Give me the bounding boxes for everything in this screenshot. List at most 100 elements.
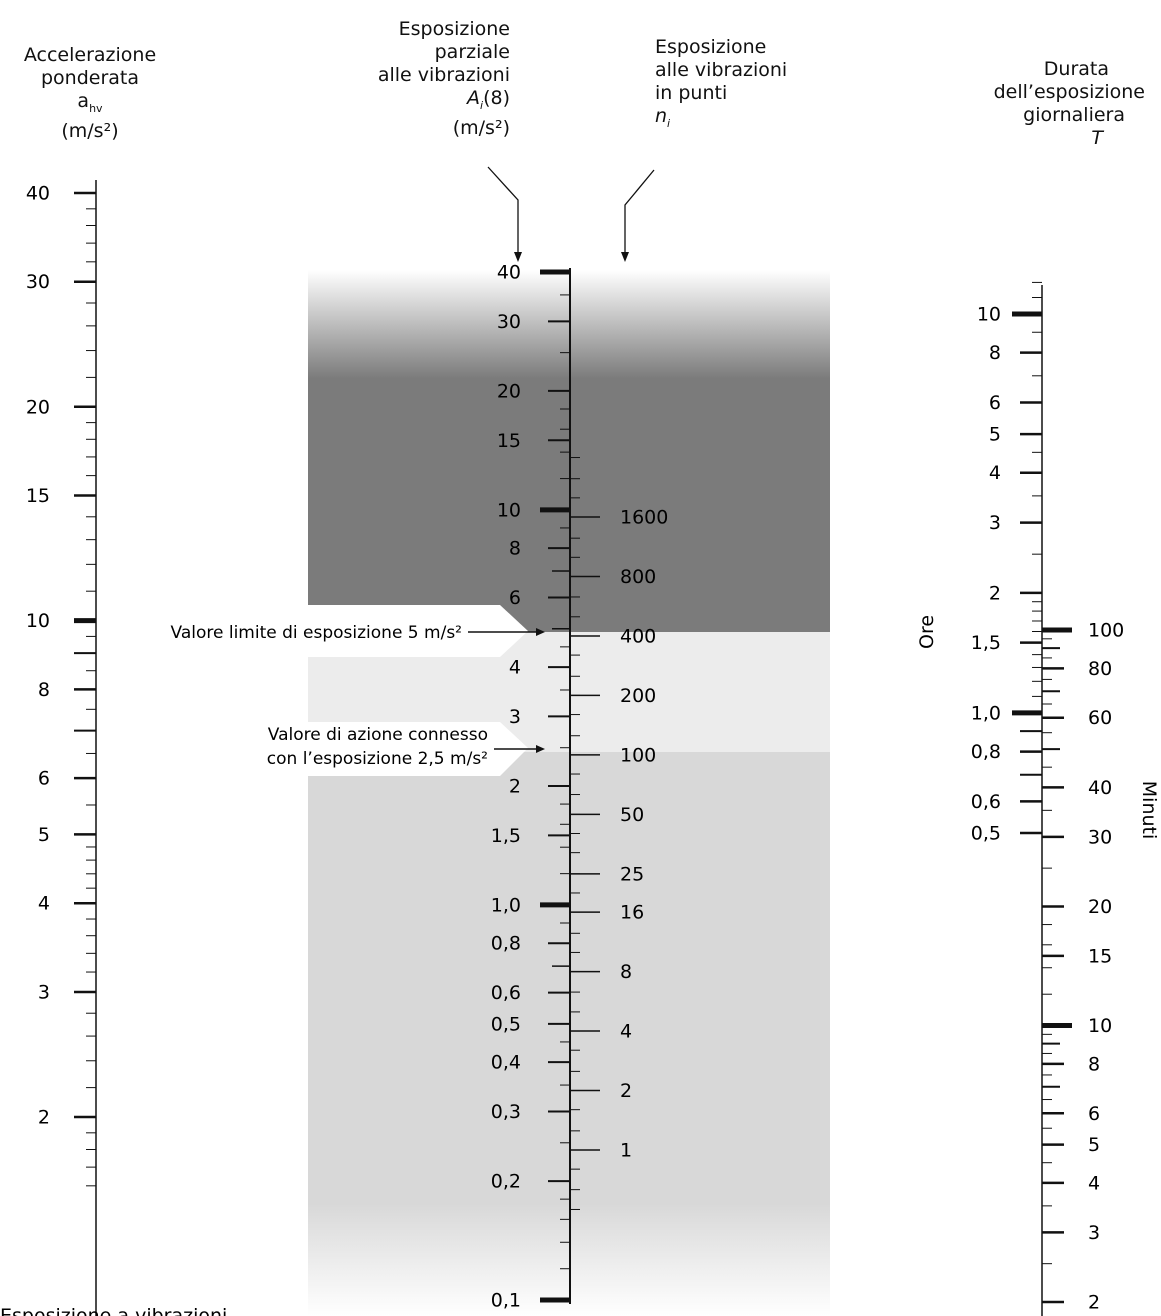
hours-tick-label: 4 bbox=[989, 462, 1001, 484]
ai8-tick-label: 40 bbox=[497, 262, 521, 284]
header-line: Esposizione bbox=[655, 36, 767, 58]
symbol: T bbox=[1091, 127, 1103, 149]
ahv-tick-label: 20 bbox=[26, 396, 50, 418]
hours-tick-label: 0,5 bbox=[971, 823, 1001, 845]
ai8-tick-label: 6 bbox=[509, 587, 521, 609]
action-value-label-line1: Valore di azione connesso bbox=[268, 725, 488, 745]
points-tick-label: 200 bbox=[620, 685, 656, 707]
header-symbol: T bbox=[965, 127, 1145, 150]
ai8-tick-label: 0,8 bbox=[491, 933, 521, 955]
header-line: alle vibrazioni bbox=[655, 59, 788, 81]
ahv-tick-label: 30 bbox=[26, 271, 50, 293]
header-symbol: ni bbox=[655, 105, 855, 135]
pointer-arrow-ai8-head bbox=[514, 252, 522, 262]
minutes-tick-label: 2 bbox=[1088, 1292, 1100, 1314]
symbol-suffix: (8) bbox=[483, 87, 510, 109]
ai8-tick-label: 3 bbox=[509, 706, 521, 728]
header-line: Durata bbox=[1043, 58, 1109, 80]
limit-callout-shape bbox=[308, 605, 528, 657]
ai8-tick-label: 30 bbox=[497, 311, 521, 333]
points-tick-label: 100 bbox=[620, 744, 656, 766]
symbol: A bbox=[467, 87, 481, 109]
ahv-tick-label: 8 bbox=[38, 679, 50, 701]
minutes-tick-label: 4 bbox=[1088, 1172, 1100, 1194]
minutes-tick-label: 15 bbox=[1088, 945, 1112, 967]
ai8-tick-label: 0,4 bbox=[491, 1052, 521, 1074]
header-line: dell’esposizione bbox=[993, 81, 1145, 103]
ai8-tick-label: 20 bbox=[497, 380, 521, 402]
points-tick-label: 8 bbox=[620, 961, 632, 983]
minutes-tick-label: 20 bbox=[1088, 896, 1112, 918]
header-exposure-points: Esposizione alle vibrazioni in punti ni bbox=[655, 36, 855, 135]
ahv-tick-label: 6 bbox=[38, 768, 50, 790]
hours-tick-label: 8 bbox=[989, 342, 1001, 364]
ahv-scale: 40 30 20 15 10 8 6 5 4 3 2 bbox=[26, 180, 97, 1316]
points-scale: 1600 800 400 200 100 50 25 16 8 4 2 1 bbox=[570, 457, 668, 1210]
points-tick-label: 4 bbox=[620, 1021, 632, 1043]
ai8-tick-label: 0,2 bbox=[491, 1171, 521, 1193]
pointer-arrow-points bbox=[624, 169, 655, 252]
hours-side-label: Ore bbox=[916, 615, 938, 649]
minutes-tick-label: 40 bbox=[1088, 777, 1112, 799]
ahv-tick-label: 4 bbox=[38, 893, 50, 915]
action-arrow-head bbox=[536, 745, 545, 753]
header-line: in punti bbox=[655, 82, 728, 104]
minutes-tick-label: 80 bbox=[1088, 658, 1112, 680]
limit-arrow-head bbox=[536, 628, 545, 636]
symbol: n bbox=[655, 105, 668, 127]
ai8-tick-label: 4 bbox=[509, 657, 521, 679]
ahv-tick-label: 15 bbox=[26, 485, 50, 507]
pointer-arrow-ai8 bbox=[487, 166, 519, 252]
points-tick-label: 16 bbox=[620, 902, 644, 924]
limit-value-label: Valore limite di esposizione 5 m/s² bbox=[171, 623, 462, 643]
header-line: Esposizione bbox=[398, 18, 510, 40]
header-line: alle vibrazioni bbox=[377, 64, 510, 86]
points-tick-label: 50 bbox=[620, 804, 644, 826]
pointer-arrow-points-head bbox=[621, 252, 629, 262]
minutes-tick-label: 8 bbox=[1088, 1053, 1100, 1075]
header-symbol: Ai(8) bbox=[330, 87, 510, 117]
minutes-tick-label: 3 bbox=[1088, 1222, 1100, 1244]
hours-scale: 10 8 6 5 4 3 2 1,5 1,0 0,8 0,6 0,5 bbox=[971, 281, 1043, 1316]
points-tick-label: 1 bbox=[620, 1140, 632, 1162]
hours-tick-label: 5 bbox=[989, 424, 1001, 446]
ahv-tick-label: 40 bbox=[26, 183, 50, 205]
ai8-tick-label: 2 bbox=[509, 776, 521, 798]
header-daily-duration: Durata dell’esposizione giornaliera T bbox=[965, 58, 1145, 150]
minutes-tick-label: 30 bbox=[1088, 826, 1112, 848]
ahv-tick-label: 10 bbox=[26, 610, 50, 632]
ai8-tick-label: 0,5 bbox=[491, 1013, 521, 1035]
header-line: ponderata bbox=[40, 67, 140, 89]
hours-tick-label: 10 bbox=[977, 304, 1001, 326]
ai8-tick-label: 8 bbox=[509, 538, 521, 560]
minutes-tick-label: 10 bbox=[1088, 1015, 1112, 1037]
minutes-tick-label: 100 bbox=[1088, 620, 1124, 642]
minutes-tick-label: 60 bbox=[1088, 707, 1112, 729]
header-line: parziale bbox=[434, 41, 510, 63]
header-line: Accelerazione bbox=[23, 44, 157, 66]
ahv-tick-label: 5 bbox=[38, 824, 50, 846]
action-value-label-line2: con l’esposizione 2,5 m/s² bbox=[267, 749, 488, 769]
header-unit: (m/s²) bbox=[61, 119, 119, 142]
points-tick-label: 800 bbox=[620, 566, 656, 588]
ai8-tick-label: 1,0 bbox=[491, 894, 521, 916]
ai8-tick-label: 10 bbox=[497, 499, 521, 521]
symbol-subscript: i bbox=[480, 98, 484, 112]
ai8-tick-label: 0,6 bbox=[491, 982, 521, 1004]
ahv-tick-label: 3 bbox=[38, 981, 50, 1003]
hours-tick-label: 0,8 bbox=[971, 741, 1001, 763]
minutes-scale: 100 80 60 40 30 20 15 10 8 6 5 4 3 2 bbox=[1042, 620, 1124, 1314]
points-tick-label: 25 bbox=[620, 863, 644, 885]
ai8-tick-label: 0,1 bbox=[491, 1290, 521, 1312]
symbol: a bbox=[77, 90, 90, 112]
hours-tick-label: 1,5 bbox=[971, 632, 1001, 654]
points-tick-label: 400 bbox=[620, 625, 656, 647]
symbol-subscript: hv bbox=[89, 101, 103, 115]
header-unit: (m/s²) bbox=[452, 116, 510, 139]
header-partial-exposure: Esposizione parziale alle vibrazioni Ai(… bbox=[330, 18, 510, 140]
ai8-tick-label: 1,5 bbox=[491, 825, 521, 847]
footer-caption: Esposizione a vibrazioni bbox=[0, 1305, 227, 1316]
header-symbol: ahv bbox=[0, 90, 180, 120]
hours-tick-label: 3 bbox=[989, 512, 1001, 534]
symbol-subscript: i bbox=[667, 116, 671, 130]
